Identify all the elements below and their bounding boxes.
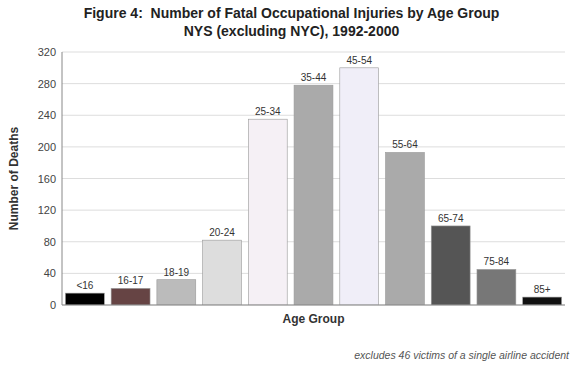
y-axis-line <box>62 52 63 305</box>
bar <box>65 293 104 305</box>
bar-category-label: 75-84 <box>484 256 510 267</box>
bar <box>111 288 150 305</box>
title: Figure 4: Number of Fatal Occupational I… <box>84 5 500 21</box>
bar <box>294 85 333 305</box>
bar-category-label: 20-24 <box>209 227 235 238</box>
bar <box>431 226 470 305</box>
y-tick-label: 80 <box>44 236 56 248</box>
grid-line <box>62 305 565 306</box>
subtitle: NYS (excluding NYC), 1992-2000 <box>184 23 400 39</box>
y-tick-label: 240 <box>38 109 56 121</box>
bar <box>248 119 287 305</box>
x-axis-label: Age Group <box>283 312 345 326</box>
chart-container: Figure 4: Number of Fatal Occupational I… <box>0 0 583 367</box>
bar <box>386 152 425 305</box>
y-tick-label: 120 <box>38 204 56 216</box>
grid-line <box>62 83 565 84</box>
bar <box>523 297 562 305</box>
y-tick-label: 200 <box>38 141 56 153</box>
bars <box>65 68 561 305</box>
bar-category-label: 35-44 <box>301 72 327 83</box>
y-tick-label: 0 <box>50 299 56 311</box>
y-tick-label: 280 <box>38 78 56 90</box>
bar-category-label: <16 <box>76 280 93 291</box>
bar <box>157 280 196 305</box>
bar <box>340 68 379 305</box>
bar-category-label: 16-17 <box>118 275 144 286</box>
y-axis-label: Number of Deaths <box>7 127 21 231</box>
chart: Figure 4: Number of Fatal Occupational I… <box>0 0 583 367</box>
bar-category-label: 85+ <box>534 284 551 295</box>
y-tick-label: 320 <box>38 46 56 58</box>
bar <box>203 240 242 305</box>
bar-category-label: 18-19 <box>164 267 190 278</box>
y-tick-label: 160 <box>38 173 56 185</box>
grid <box>62 52 565 305</box>
x-axis-line <box>62 305 565 306</box>
bar-category-label: 65-74 <box>438 213 464 224</box>
bar-category-label: 25-34 <box>255 106 281 117</box>
bar-category-label: 45-54 <box>346 55 372 66</box>
bar <box>477 269 516 305</box>
footnote: excludes 46 victims of a single airline … <box>354 349 570 361</box>
grid-line <box>62 52 565 53</box>
y-tick-label: 40 <box>44 267 56 279</box>
bar-category-label: 55-64 <box>392 139 418 150</box>
